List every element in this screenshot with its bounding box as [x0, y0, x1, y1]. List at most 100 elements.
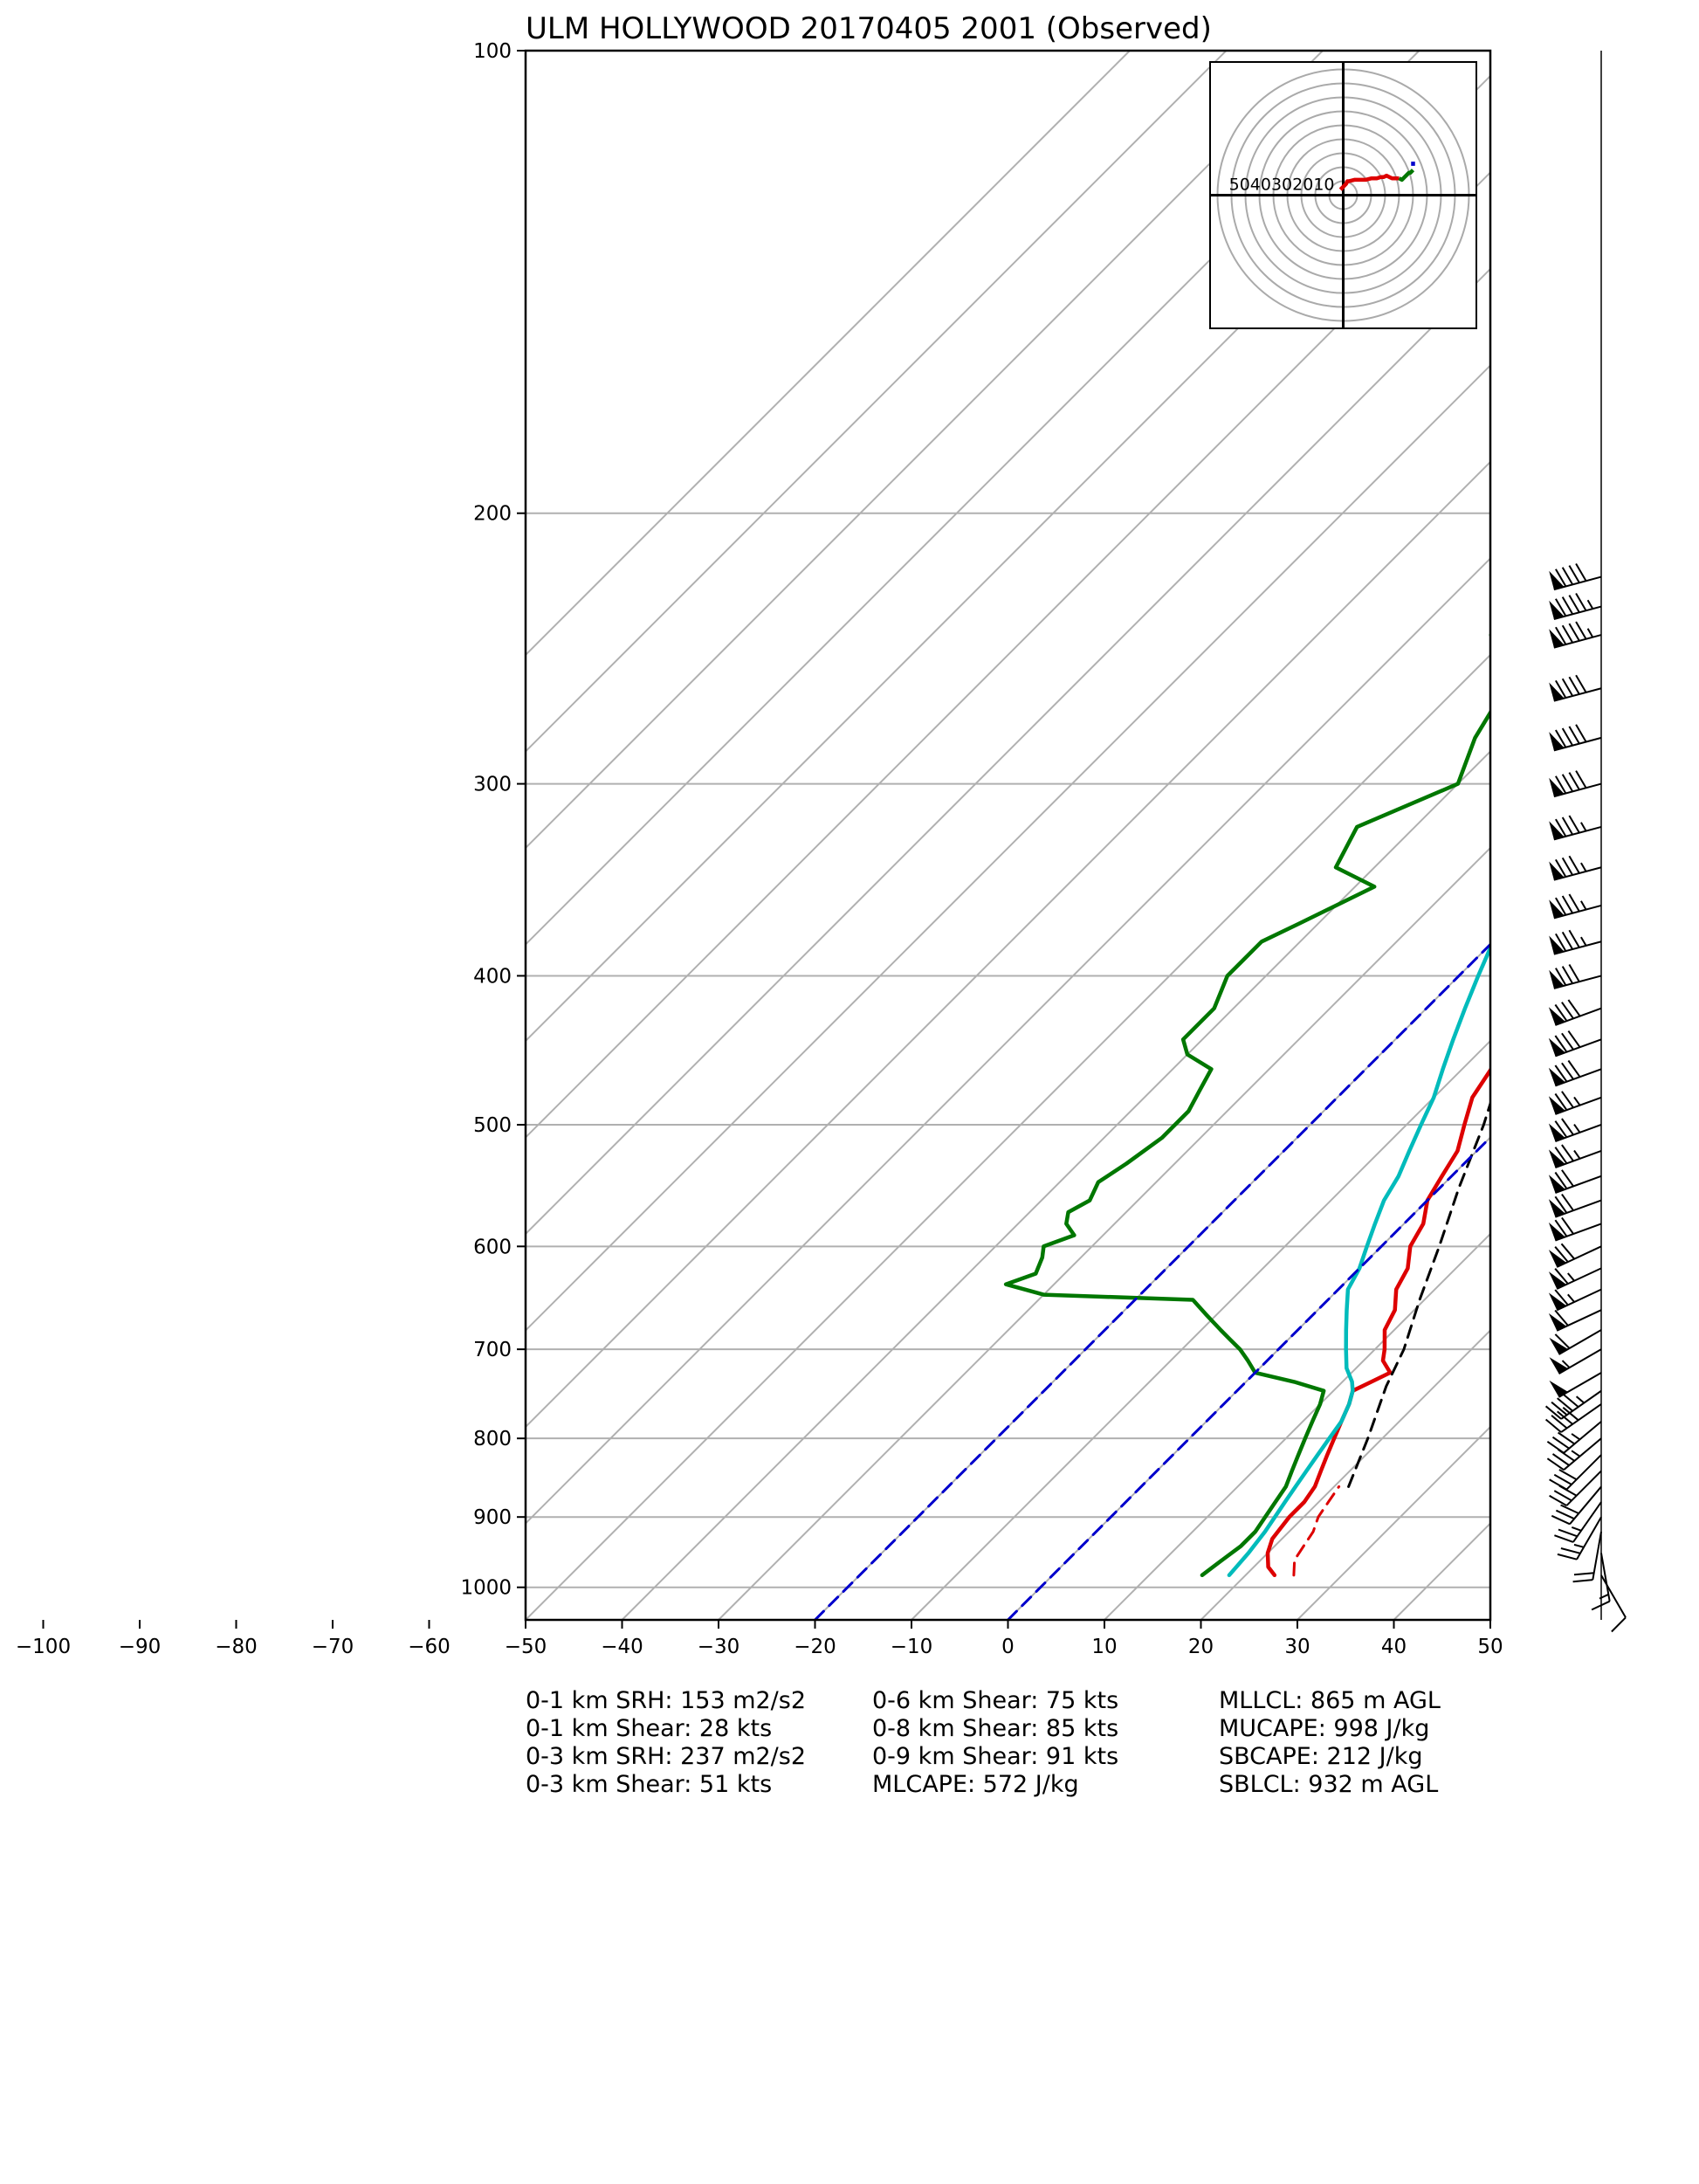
- series-line-0: [1265, 1065, 1490, 1578]
- isotherm-gridline: [526, 557, 1490, 1525]
- stat-shear-0-6km: 0-6 km Shear: 75 kts: [872, 1687, 1119, 1714]
- stat-mlcape: MLCAPE: 572 J/kg: [872, 1771, 1079, 1798]
- x-tick-label: 50: [1477, 1636, 1503, 1658]
- stats-column-3: MLLCL: 865 m AGL MUCAPE: 998 J/kg SBCAPE…: [1219, 1687, 1441, 1799]
- stat-sblcl: SBLCL: 932 m AGL: [1219, 1771, 1439, 1798]
- wind-barb: [1551, 1485, 1602, 1526]
- series-line-3: [1292, 1485, 1341, 1577]
- stat-srh-0-1km: 0-1 km SRH: 153 m2/s2: [526, 1687, 807, 1714]
- y-tick-label: 800: [473, 1428, 512, 1450]
- y-tick-label: 400: [473, 965, 512, 988]
- wind-barb: [1549, 621, 1602, 649]
- wind-barb: [1548, 1267, 1602, 1290]
- wind-barb: [1572, 1531, 1602, 1583]
- stat-shear-0-3km: 0-3 km Shear: 51 kts: [526, 1771, 773, 1798]
- hodograph-trace-1: [1398, 169, 1415, 183]
- x-tick-label: −80: [215, 1636, 258, 1658]
- isotherm-gridline: [621, 750, 1490, 1620]
- wind-barb: [1544, 1389, 1602, 1420]
- y-tick-label: 300: [473, 774, 512, 796]
- series-line-6: [1007, 1135, 1490, 1620]
- x-tick-label: 20: [1188, 1636, 1214, 1658]
- isotherm-gridline: [526, 51, 1420, 946]
- stat-sbcape: SBCAPE: 212 J/kg: [1219, 1743, 1423, 1770]
- wind-barb: [1548, 1118, 1602, 1143]
- wind-barb: [1549, 1454, 1602, 1491]
- x-tick-label: −20: [794, 1636, 836, 1658]
- wind-barb: [1549, 562, 1602, 591]
- isotherm-gridline: [1587, 51, 1699, 1620]
- y-tick-label: 100: [473, 40, 512, 63]
- x-tick-label: −30: [698, 1636, 740, 1658]
- wind-barb: [1549, 1348, 1602, 1374]
- wind-barb: [1544, 1403, 1602, 1433]
- wind-barb: [1549, 724, 1602, 752]
- isotherm-gridline: [911, 1039, 1490, 1620]
- x-tick-label: 40: [1381, 1636, 1407, 1658]
- wind-barb: [1549, 963, 1602, 989]
- isotherm-gridline: [1489, 1618, 1490, 1620]
- hodograph: 5040302010: [1209, 61, 1477, 329]
- wind-barb: [1549, 592, 1602, 620]
- wind-barb: [1548, 1243, 1602, 1268]
- wind-barb: [1548, 1169, 1602, 1194]
- stat-shear-0-9km: 0-9 km Shear: 91 kts: [872, 1743, 1119, 1770]
- wind-barb: [1548, 1216, 1602, 1242]
- wind-barb: [1549, 815, 1602, 841]
- x-tick-label: −70: [312, 1636, 354, 1658]
- skewt-plot-area: [524, 49, 1699, 1622]
- wind-barb: [1548, 1288, 1602, 1312]
- x-tick-label: −50: [505, 1636, 547, 1658]
- isotherm-gridline: [526, 51, 1131, 657]
- wind-barb: [1548, 1144, 1602, 1169]
- chart-title: ULM HOLLYWOOD 20170405 2001 (Observed): [526, 11, 1212, 46]
- wind-barb: [1549, 674, 1602, 702]
- stats-column-2: 0-6 km Shear: 75 kts 0-8 km Shear: 85 kt…: [872, 1687, 1118, 1799]
- wind-barb: [1549, 893, 1602, 920]
- isotherm-gridline: [526, 364, 1490, 1332]
- y-tick-label: 700: [473, 1339, 512, 1361]
- wind-barb: [1548, 1194, 1602, 1218]
- y-axis-ticks: 100 200 300 400 500 600 700 800 900 1000: [460, 40, 526, 1600]
- wind-barb: [1549, 1329, 1602, 1355]
- x-tick-label: 0: [1001, 1636, 1015, 1658]
- stat-mucape: MUCAPE: 998 J/kg: [1219, 1715, 1430, 1742]
- stat-shear-0-8km: 0-8 km Shear: 85 kts: [872, 1715, 1119, 1742]
- wind-barb: [1549, 929, 1602, 955]
- x-tick-label: −40: [601, 1636, 643, 1658]
- x-tick-label: 10: [1091, 1636, 1117, 1658]
- wind-barb: [1554, 1501, 1602, 1543]
- wind-barb: [1548, 1030, 1602, 1058]
- wind-barb: [1600, 1574, 1627, 1633]
- stat-srh-0-3km: 0-3 km SRH: 237 m2/s2: [526, 1743, 807, 1770]
- isotherm-gridline: [526, 51, 1228, 753]
- wind-barb: [1548, 1091, 1602, 1115]
- y-tick-label: 500: [473, 1114, 512, 1137]
- isotherm-gridline: [1104, 1232, 1490, 1620]
- stat-mllcl: MLLCL: 865 m AGL: [1219, 1687, 1441, 1714]
- wind-barb: [1549, 770, 1602, 798]
- hodograph-ring-labels: 5040302010: [1229, 176, 1335, 195]
- wind-barb: [1548, 1059, 1602, 1087]
- isotherm-gridline: [526, 653, 1490, 1620]
- x-tick-label: −60: [408, 1636, 451, 1658]
- isotherm-gridline: [526, 51, 1324, 850]
- wind-barb: [1549, 855, 1602, 881]
- wind-barb: [1557, 1516, 1602, 1560]
- x-tick-label: −10: [891, 1636, 933, 1658]
- series-line-1: [1227, 943, 1490, 1578]
- hodograph-trace-0: [1338, 173, 1400, 191]
- wind-barb: [1548, 999, 1602, 1026]
- x-axis-ticks: −100 −90 −80 −70 −60 −50 −40 −30 −20 −10 0 10 20 30 40…: [16, 1620, 1503, 1658]
- series-line-4: [1347, 1099, 1490, 1488]
- y-tick-label: 600: [473, 1236, 512, 1258]
- x-tick-label: −90: [119, 1636, 162, 1658]
- wind-barb: [1546, 1437, 1602, 1471]
- wind-barb: [1546, 1421, 1602, 1454]
- stats-column-1: 0-1 km SRH: 153 m2/s2 0-1 km Shear: 28 k…: [526, 1687, 806, 1799]
- wind-barb: [1549, 1372, 1602, 1398]
- x-tick-label: −100: [16, 1636, 71, 1658]
- wind-barbs: [1544, 51, 1627, 1633]
- y-tick-label: 900: [473, 1506, 512, 1529]
